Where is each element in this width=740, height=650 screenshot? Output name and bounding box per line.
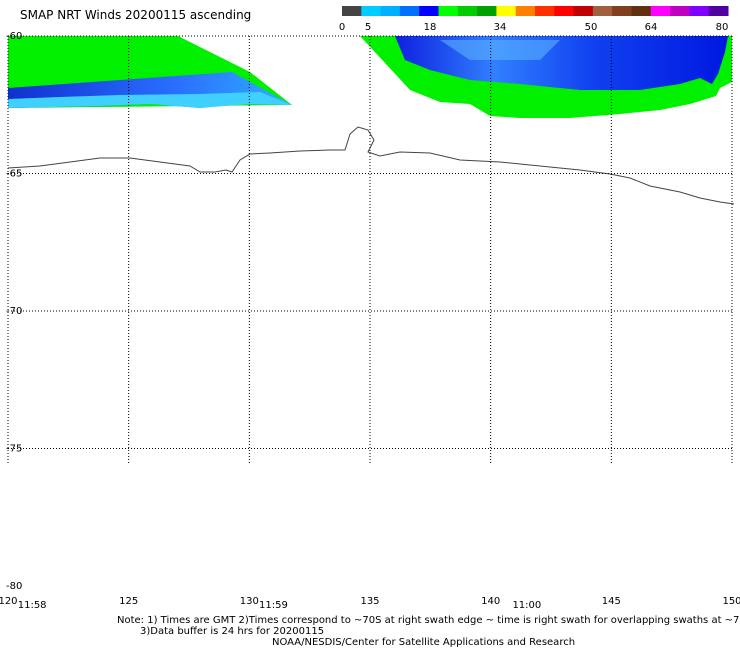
longitude-label: 125 — [119, 596, 138, 607]
colorbar-segment — [380, 6, 401, 16]
colorbar-segment — [708, 6, 729, 16]
colorbar-tick-label: 64 — [645, 22, 658, 33]
colorbar-segment — [650, 6, 671, 16]
note-line-2: 3)Data buffer is 24 hrs for 20200115 — [140, 626, 325, 637]
colorbar-tick-label: 34 — [494, 22, 507, 33]
colorbar-segment — [612, 6, 632, 16]
time-label: 11:59 — [259, 600, 288, 611]
colorbar-segment — [515, 6, 536, 16]
colorbar-segment — [554, 6, 575, 16]
wind-swath-right — [360, 36, 732, 118]
map-title: SMAP NRT Winds 20200115 ascending — [20, 8, 252, 22]
colorbar-tick-label: 18 — [424, 22, 437, 33]
colorbar-tick-label: 80 — [716, 22, 729, 33]
colorbar-segment — [438, 6, 459, 16]
colorbar-segment — [689, 6, 710, 16]
latitude-label: -80 — [6, 581, 22, 592]
colorbar-segment — [592, 6, 613, 16]
colorbar — [342, 6, 729, 16]
colorbar-segment — [342, 6, 362, 16]
colorbar-tick-label: 5 — [365, 22, 371, 33]
longitude-label: 140 — [481, 596, 500, 607]
longitude-label: 135 — [360, 596, 379, 607]
colorbar-segment — [477, 6, 497, 16]
colorbar-segment — [399, 6, 420, 16]
note-line-1: Note: 1) Times are GMT 2)Times correspon… — [117, 615, 740, 626]
coastline — [7, 126, 735, 205]
colorbar-ticks: 0 5 18 34 50 64 80 — [339, 22, 729, 33]
latitude-labels: -60 -65 -70 -75 -80 — [6, 31, 22, 592]
colorbar-segment — [631, 6, 652, 16]
colorbar-tick-label: 50 — [585, 22, 598, 33]
colorbar-segment — [535, 6, 555, 16]
longitude-label: 145 — [602, 596, 621, 607]
colorbar-segment — [361, 6, 382, 16]
time-labels: 11:58 11:59 11:00 — [18, 600, 542, 611]
latitude-label: -70 — [6, 306, 22, 317]
longitude-label: 130 — [240, 596, 259, 607]
latitude-label: -75 — [6, 444, 22, 455]
wind-swath-left — [8, 36, 292, 108]
longitude-label: 150 — [722, 596, 740, 607]
latitude-label: -65 — [6, 169, 22, 180]
time-label: 11:58 — [18, 600, 47, 611]
colorbar-segment — [419, 6, 439, 16]
latitude-label: -60 — [6, 31, 22, 42]
longitude-labels: 120 125 130 135 140 145 150 — [0, 596, 740, 607]
colorbar-segment — [573, 6, 594, 16]
note-line-3: NOAA/NESDIS/Center for Satellite Applica… — [272, 637, 576, 648]
graticule — [7, 35, 733, 463]
colorbar-segment — [496, 6, 517, 16]
longitude-label: 120 — [0, 596, 18, 607]
colorbar-segment — [457, 6, 478, 16]
time-label: 11:00 — [512, 600, 541, 611]
colorbar-tick-label: 0 — [339, 22, 345, 33]
colorbar-segment — [670, 6, 690, 16]
